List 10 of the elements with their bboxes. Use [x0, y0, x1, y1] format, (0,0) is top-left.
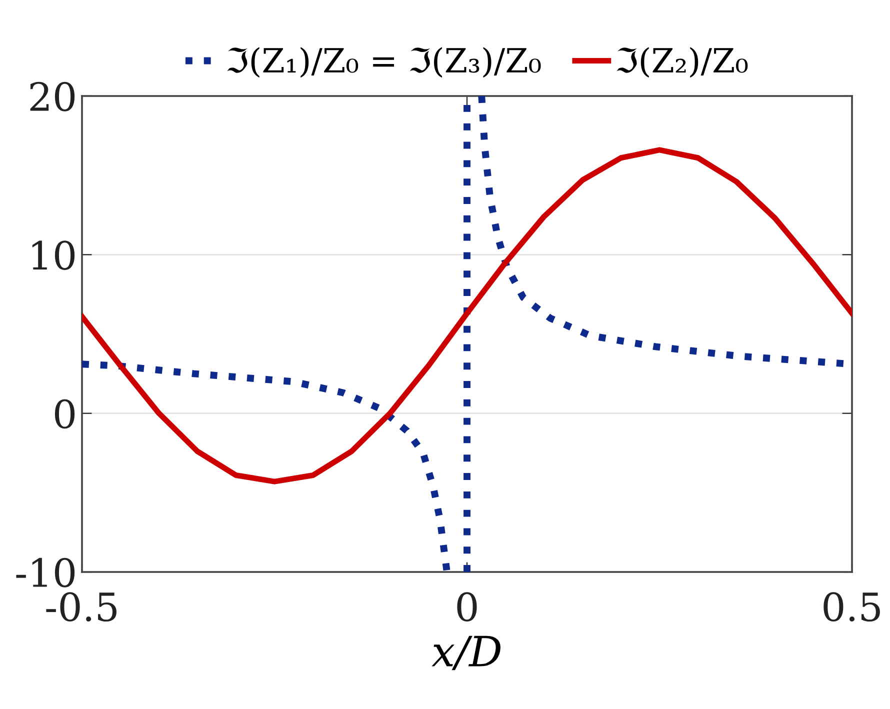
y-tick-label: 20	[30, 82, 75, 112]
x-tick-label: 0	[457, 592, 477, 622]
y-tick-label: 0	[54, 399, 75, 429]
x-tick-label: 0.5	[824, 592, 880, 622]
legend-label: ℑ(Z₁)/Z₀ = ℑ(Z₃)/Z₀	[227, 47, 541, 78]
y-tick-label: 10	[32, 240, 75, 270]
x-tick-label: -0.5	[46, 592, 116, 622]
x-axis-title: x/D	[432, 636, 500, 670]
y-tick-label: -10	[16, 558, 75, 588]
legend-label: ℑ(Z₂)/Z₀	[616, 47, 748, 78]
